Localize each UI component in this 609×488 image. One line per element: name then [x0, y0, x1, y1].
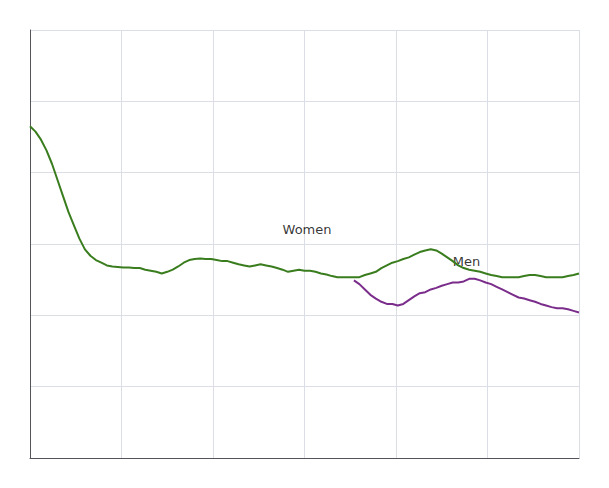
svg-text:Men: Men [453, 254, 480, 269]
svg-text:Women: Women [283, 222, 332, 237]
